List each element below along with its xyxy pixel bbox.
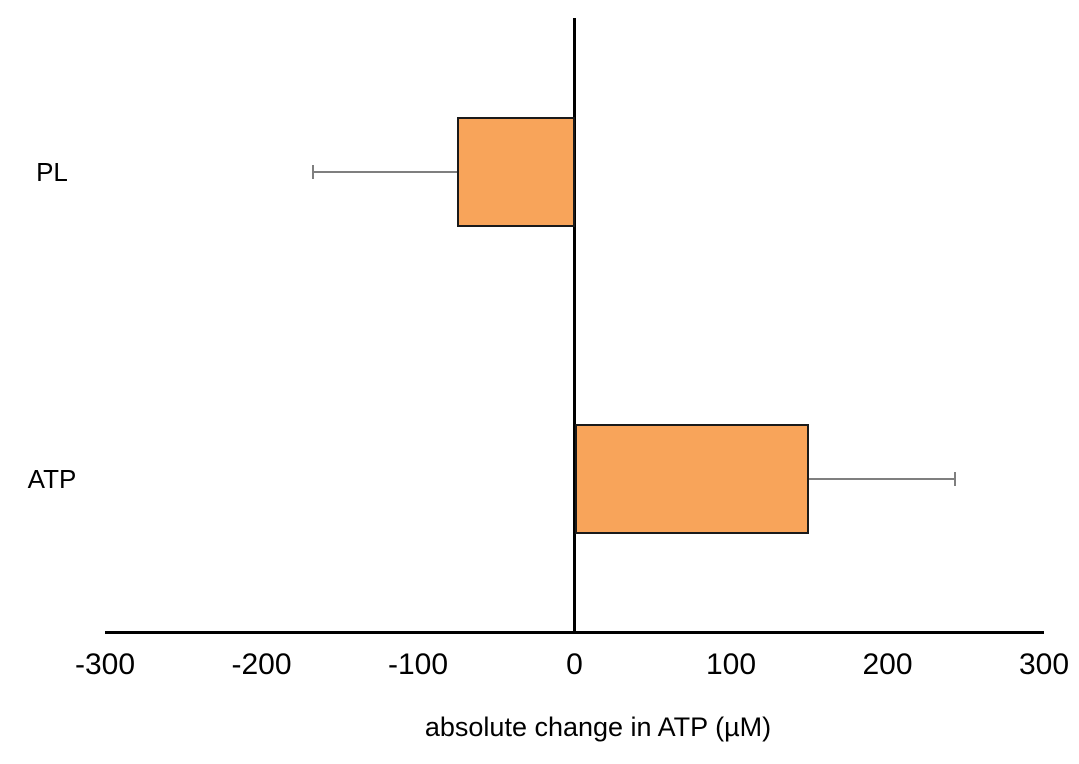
x-tick-label: 0 <box>566 648 583 681</box>
zero-axis-line <box>573 18 576 634</box>
error-bar-line <box>313 170 458 173</box>
x-tick-label: 100 <box>705 648 757 681</box>
error-bar-cap <box>312 164 315 179</box>
x-tick-label: 300 <box>1018 648 1070 681</box>
x-tick-label: 200 <box>862 648 913 681</box>
bar-pl <box>457 116 575 227</box>
x-tick-label: -100 <box>387 648 449 681</box>
bar-atp <box>574 423 810 534</box>
error-bar-line <box>809 477 955 480</box>
category-label-pl: PL <box>36 156 68 187</box>
error-bar-cap <box>953 471 956 486</box>
x-axis-title: absolute change in ATP (µM) <box>424 712 772 742</box>
x-tick-label: -300 <box>74 648 136 681</box>
category-label-atp: ATP <box>27 463 77 494</box>
x-tick-label: -200 <box>231 648 292 681</box>
